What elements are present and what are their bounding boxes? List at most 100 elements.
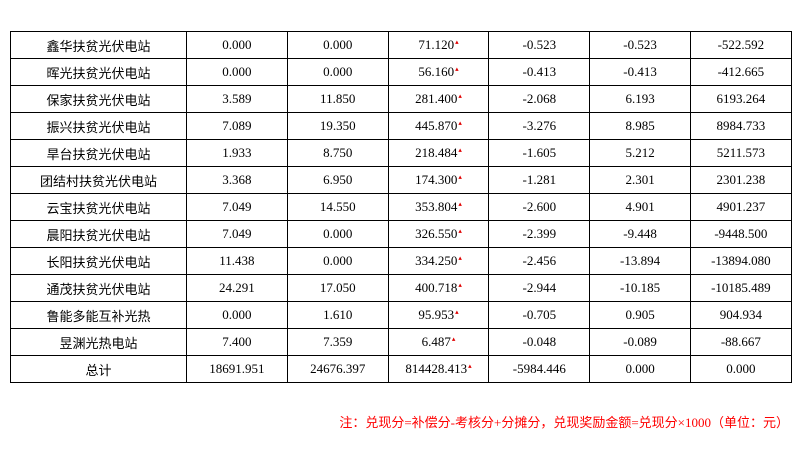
value-cell: 0.000 [186, 31, 288, 59]
red-comment-marker-icon: ▴ [455, 37, 459, 46]
value-cell: 445.870▴ [387, 112, 490, 140]
table-row: 振兴扶贫光伏电站 7.089 19.350 445.870▴ -3.276 8.985 89… [10, 112, 792, 140]
table-row: 团结村扶贫光伏电站 3.368 6.950 174.300▴ -1.281 2.301 23… [10, 166, 792, 194]
table-body: 鑫华扶贫光伏电站 0.000 0.000 71.120▴ -0.523 -0.523 -52… [10, 31, 792, 383]
value-cell: -5984.446 [488, 355, 591, 383]
value-cell: 7.089 [186, 112, 288, 140]
value-cell: 0.905 [589, 301, 691, 329]
value-cell: 5.212 [589, 139, 691, 167]
value-cell: -0.523 [589, 31, 691, 59]
table-row: 昱渊光热电站 7.400 7.359 6.487▴ -0.048 -0.089 -88.66… [10, 328, 792, 356]
value-cell: 6.950 [286, 166, 389, 194]
value-cell: 1.610 [286, 301, 389, 329]
value-cell: 7.400 [186, 328, 288, 356]
power-station-table: 鑫华扶贫光伏电站 0.000 0.000 71.120▴ -0.523 -0.523 -52… [10, 31, 792, 383]
value-cell: 2301.238 [689, 166, 792, 194]
value-cell: -2.456 [488, 247, 591, 275]
value-cell: 326.550▴ [387, 220, 490, 248]
red-comment-marker-icon: ▴ [451, 334, 456, 343]
value-cell: 7.049 [186, 193, 288, 221]
value-cell: -0.089 [589, 328, 691, 356]
value-cell: -522.592 [689, 31, 792, 59]
table-row: 总计 18691.951 24676.397 814428.413▴ -5984.446… [10, 355, 792, 383]
footnote: 注：兑现分=补偿分-考核分+分摊分，兑现奖励金额=兑现分×1000（单位：元） [339, 415, 789, 430]
value-cell: 7.359 [286, 328, 389, 356]
station-name-cell: 长阳扶贫光伏电站 [10, 247, 187, 275]
value-cell: 19.350 [286, 112, 389, 140]
value-cell: 11.850 [286, 85, 389, 113]
station-name-cell: 云宝扶贫光伏电站 [10, 193, 187, 221]
table-row: 旱台扶贫光伏电站 1.933 8.750 218.484▴ -1.605 5.212 521… [10, 139, 792, 167]
red-comment-marker-icon: ▴ [455, 64, 459, 73]
value-cell: 8.985 [589, 112, 691, 140]
value-cell: 3.368 [186, 166, 288, 194]
red-comment-marker-icon: ▴ [458, 253, 462, 262]
value-cell: 0.000 [286, 220, 389, 248]
value-cell: 1.933 [186, 139, 288, 167]
value-cell: -10.185 [589, 274, 691, 302]
value-cell: 6.487▴ [387, 328, 490, 356]
value-cell: 24.291 [186, 274, 288, 302]
value-cell: -2.399 [488, 220, 591, 248]
red-comment-marker-icon: ▴ [458, 118, 462, 127]
station-name-cell: 通茂扶贫光伏电站 [10, 274, 187, 302]
value-cell: 814428.413▴ [387, 355, 490, 383]
station-name-cell: 鑫华扶贫光伏电站 [10, 31, 187, 59]
value-cell: 353.804▴ [387, 193, 490, 221]
value-cell: 0.000 [186, 58, 288, 86]
value-cell: 281.400▴ [387, 85, 490, 113]
value-cell: 95.953▴ [387, 301, 490, 329]
table-row: 晖光扶贫光伏电站 0.000 0.000 56.160▴ -0.413 -0.413 -41… [10, 58, 792, 86]
red-comment-marker-icon: ▴ [458, 91, 462, 100]
value-cell: 5211.573 [689, 139, 792, 167]
value-cell: 18691.951 [186, 355, 288, 383]
red-comment-marker-icon: ▴ [458, 199, 462, 208]
table-row: 保家扶贫光伏电站 3.589 11.850 281.400▴ -2.068 6.193 61… [10, 85, 792, 113]
value-cell: -13894.080 [689, 247, 792, 275]
value-cell: -2.944 [488, 274, 591, 302]
station-name-cell: 保家扶贫光伏电站 [10, 85, 187, 113]
value-cell: -0.413 [589, 58, 691, 86]
station-name-cell: 旱台扶贫光伏电站 [10, 139, 187, 167]
value-cell: 400.718▴ [387, 274, 490, 302]
value-cell: 2.301 [589, 166, 691, 194]
value-cell: -0.705 [488, 301, 591, 329]
value-cell: 4901.237 [689, 193, 792, 221]
station-name-cell: 总计 [10, 355, 187, 383]
station-name-cell: 晖光扶贫光伏电站 [10, 58, 187, 86]
value-cell: -1.281 [488, 166, 591, 194]
value-cell: -9448.500 [689, 220, 792, 248]
value-cell: 8984.733 [689, 112, 792, 140]
red-comment-marker-icon: ▴ [458, 280, 462, 289]
value-cell: 904.934 [689, 301, 792, 329]
red-comment-marker-icon: ▴ [468, 361, 472, 370]
value-cell: 3.589 [186, 85, 288, 113]
value-cell: 0.000 [186, 301, 288, 329]
value-cell: -0.048 [488, 328, 591, 356]
value-cell: 17.050 [286, 274, 389, 302]
value-cell: -3.276 [488, 112, 591, 140]
table-row: 云宝扶贫光伏电站 7.049 14.550 353.804▴ -2.600 4.901 49… [10, 193, 792, 221]
value-cell: 0.000 [689, 355, 792, 383]
value-cell: 174.300▴ [387, 166, 490, 194]
value-cell: 0.000 [286, 247, 389, 275]
value-cell: -0.413 [488, 58, 591, 86]
value-cell: 4.901 [589, 193, 691, 221]
value-cell: 56.160▴ [387, 58, 490, 86]
value-cell: 6.193 [589, 85, 691, 113]
value-cell: 24676.397 [286, 355, 389, 383]
table-row: 鲁能多能互补光热 0.000 1.610 95.953▴ -0.705 0.905 904.… [10, 301, 792, 329]
station-name-cell: 鲁能多能互补光热 [10, 301, 187, 329]
table-row: 长阳扶贫光伏电站 11.438 0.000 334.250▴ -2.456 -13.894… [10, 247, 792, 275]
value-cell: 334.250▴ [387, 247, 490, 275]
station-name-cell: 昱渊光热电站 [10, 328, 187, 356]
red-comment-marker-icon: ▴ [458, 226, 462, 235]
value-cell: -88.667 [689, 328, 792, 356]
value-cell: -9.448 [589, 220, 691, 248]
value-cell: -0.523 [488, 31, 591, 59]
value-cell: 8.750 [286, 139, 389, 167]
table-row: 晨阳扶贫光伏电站 7.049 0.000 326.550▴ -2.399 -9.448 -9… [10, 220, 792, 248]
value-cell: 218.484▴ [387, 139, 490, 167]
value-cell: 14.550 [286, 193, 389, 221]
